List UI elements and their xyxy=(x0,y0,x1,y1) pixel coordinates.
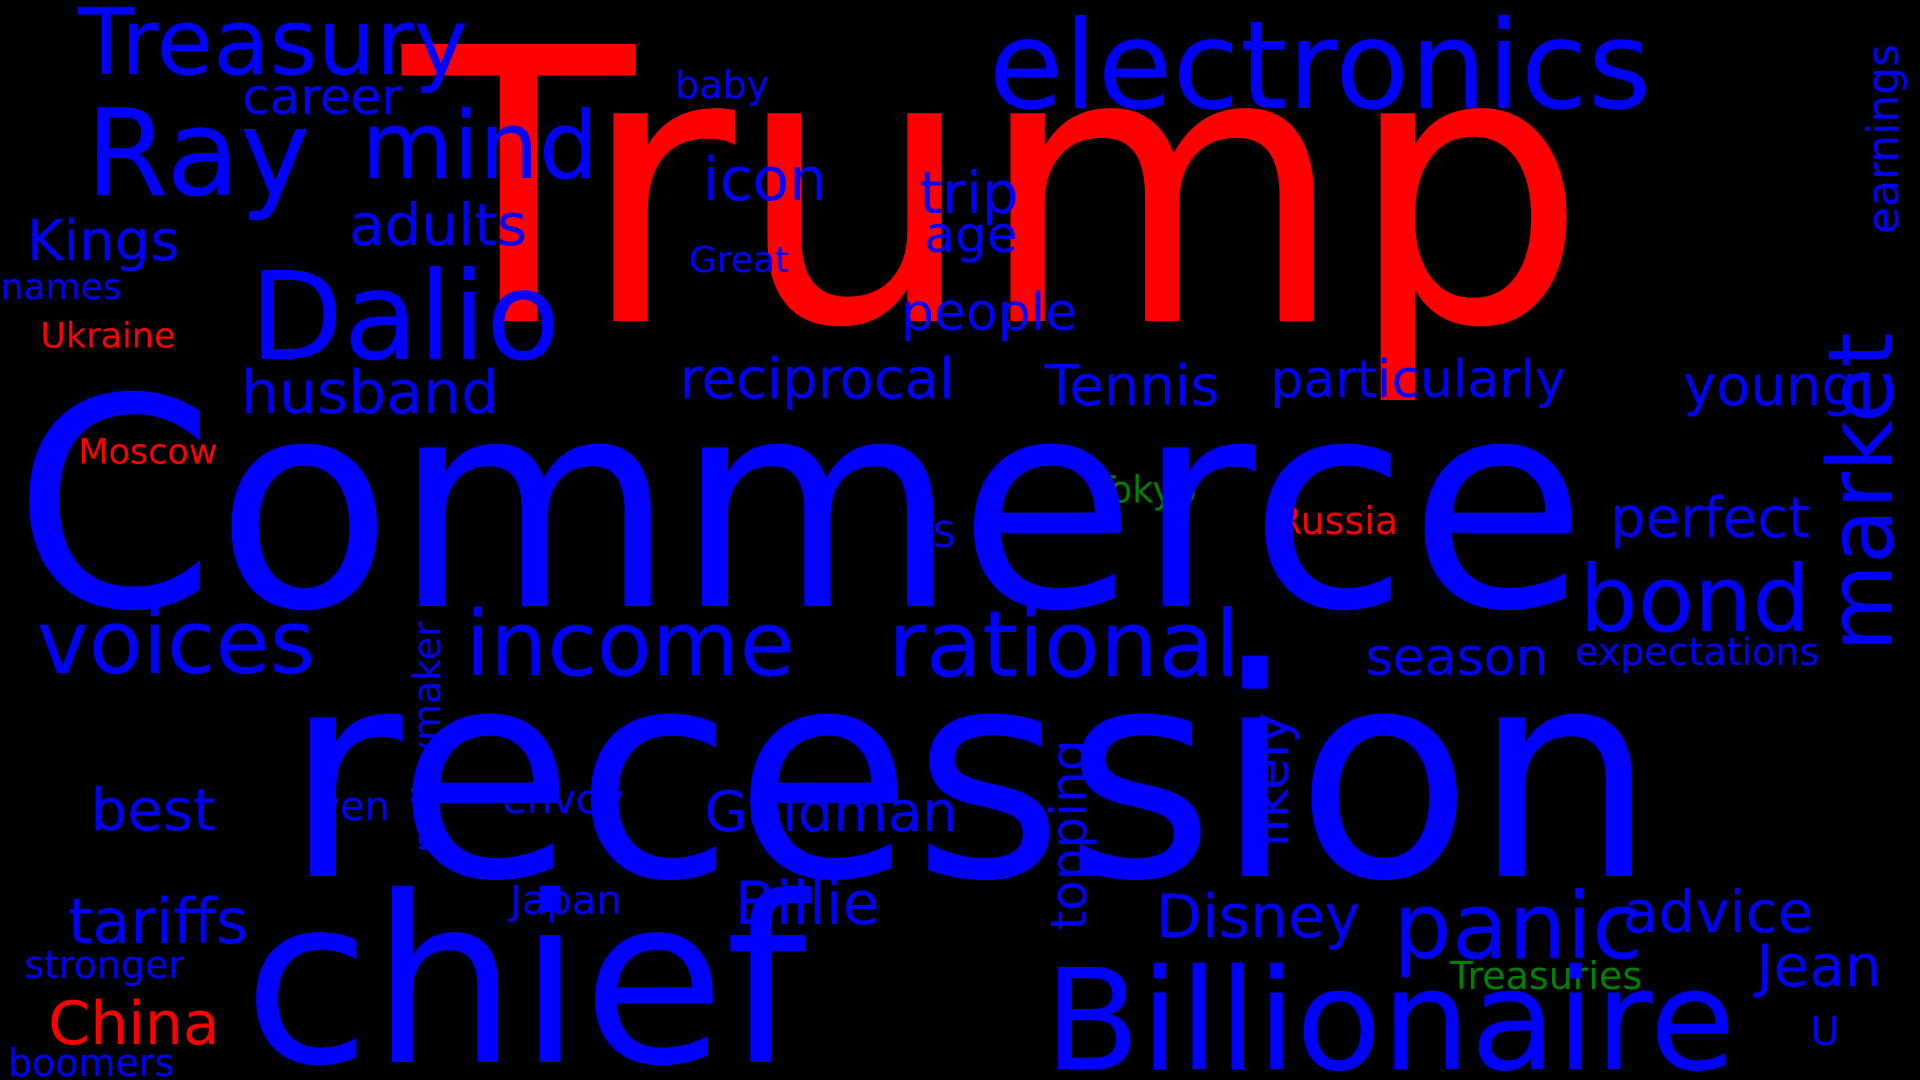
word-baby: baby xyxy=(674,63,770,107)
word-s: S xyxy=(932,515,956,556)
word-people: people xyxy=(900,283,1078,343)
word-season: season xyxy=(1365,628,1549,688)
word-names: names xyxy=(0,267,122,308)
word-trip: trip xyxy=(919,159,1019,227)
word-china: China xyxy=(48,989,220,1059)
word-icon: icon xyxy=(702,145,828,215)
word-topping: topping xyxy=(1040,739,1098,931)
word-dalio: Dalio xyxy=(249,246,561,388)
word-kings: Kings xyxy=(26,209,180,274)
word-great: Great xyxy=(688,240,790,281)
word-disney: Disney xyxy=(1155,882,1361,952)
word-rational: rational xyxy=(887,591,1241,698)
word-tariffs: tariffs xyxy=(67,885,249,958)
word-japan: Japan xyxy=(510,878,622,924)
word-treasury: Treasury xyxy=(78,0,468,96)
word-best: best xyxy=(90,776,216,844)
word-voices: voices xyxy=(36,591,316,694)
word-age: age xyxy=(924,206,1018,264)
word-moscow: Moscow xyxy=(78,432,218,473)
word-advice: advice xyxy=(1622,878,1814,946)
word-commerce: Commerce xyxy=(12,338,1588,675)
word-career: career xyxy=(242,68,402,126)
word-young: young xyxy=(1683,354,1857,419)
word-ukraine: Ukraine xyxy=(40,316,176,357)
word-boomers: boomers xyxy=(7,1041,175,1080)
word-jean: Jean xyxy=(1756,932,1882,1000)
word-u: U xyxy=(1810,1009,1840,1055)
word-husband: husband xyxy=(240,358,500,428)
word-adults: adults xyxy=(348,191,528,259)
word-yen: yen xyxy=(316,784,390,830)
word-ray: Ray xyxy=(85,85,311,224)
word-electronics: electronics xyxy=(988,0,1652,137)
word-expectations: expectations xyxy=(1574,630,1820,674)
word-treasuries: Treasuries xyxy=(1449,954,1643,998)
word-stronger: stronger xyxy=(24,943,184,987)
word-russia: Russia xyxy=(1275,499,1399,543)
word-panic: panic xyxy=(1393,873,1643,980)
word-billie: Billie xyxy=(734,869,880,939)
word-bond: bond xyxy=(1579,546,1811,653)
word-particularly: particularly xyxy=(1270,350,1566,410)
word-chief: chief xyxy=(243,847,807,1080)
word-billionaire: Billionaire xyxy=(1044,940,1736,1080)
word-earnings: earnings xyxy=(1858,43,1909,235)
word-likely: likely xyxy=(1241,712,1301,848)
word-tokyo: Tokyo xyxy=(1093,468,1197,512)
word-income: income xyxy=(465,592,795,697)
word-policymaker: policymaker xyxy=(405,621,449,853)
word-trump: Trump xyxy=(402,0,1588,411)
word-envoy: envoy xyxy=(502,777,624,823)
word-perfect: perfect xyxy=(1610,486,1810,551)
word-goldman: Goldman xyxy=(704,780,958,845)
word-recession: recession xyxy=(283,608,1657,945)
word-mind: mind xyxy=(361,92,599,201)
word-reciprocal: reciprocal xyxy=(679,347,955,412)
word-tennis: Tennis xyxy=(1044,354,1220,419)
